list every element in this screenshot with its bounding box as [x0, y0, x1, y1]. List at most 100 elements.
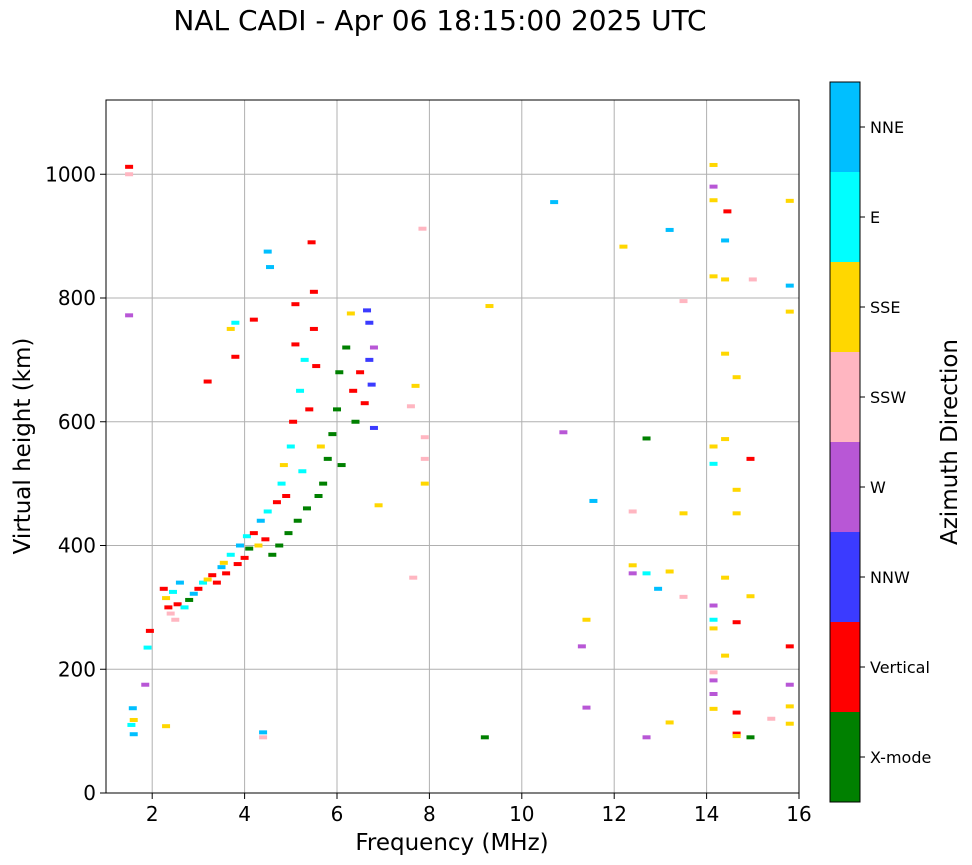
x-tick-label: 8 — [423, 802, 436, 826]
x-tick-label: 14 — [694, 802, 719, 826]
echo-point — [732, 487, 741, 492]
echo-point — [420, 456, 429, 461]
x-tick-label: 6 — [331, 802, 344, 826]
colorbar-tick-label: W — [870, 478, 886, 497]
echo-point — [589, 498, 598, 503]
echo-point — [226, 326, 235, 331]
echo-point — [709, 692, 718, 696]
echo-point — [231, 354, 240, 359]
colorbar-tick-label: NNE — [870, 118, 904, 137]
echo-point — [298, 469, 307, 474]
y-tick-label: 200 — [58, 657, 96, 681]
echo-point — [245, 546, 254, 551]
echo-point — [709, 184, 718, 189]
echo-point — [279, 463, 288, 468]
y-axis-label: Virtual height (km) — [10, 338, 36, 555]
echo-point — [164, 605, 173, 610]
echo-point — [259, 735, 268, 740]
echo-point — [319, 481, 328, 486]
echo-point — [406, 404, 415, 409]
echo-point — [168, 589, 177, 594]
x-tick-label: 4 — [238, 802, 251, 826]
echo-point — [219, 560, 228, 565]
echo-point — [628, 563, 637, 568]
echo-point — [291, 302, 300, 307]
echo-point — [485, 304, 494, 309]
echo-point — [305, 407, 314, 412]
echo-point — [275, 543, 284, 548]
echo-point — [746, 735, 755, 740]
echo-point — [420, 481, 429, 486]
plot-frame — [105, 99, 800, 794]
echo-point — [222, 571, 231, 576]
echo-point — [709, 198, 718, 203]
echo-point — [189, 591, 198, 596]
echo-point — [242, 534, 251, 539]
echo-point — [709, 444, 718, 449]
colorbar-segment — [830, 352, 860, 442]
echo-point — [226, 552, 235, 557]
echo-point — [296, 388, 305, 393]
echo-point — [143, 645, 152, 650]
x-tick-label: 2 — [146, 802, 159, 826]
colorbar-segment — [830, 442, 860, 532]
echo-point — [709, 274, 718, 279]
echo-point — [231, 320, 240, 325]
echo-point — [159, 586, 168, 591]
echo-point — [559, 430, 568, 435]
echo-point — [356, 370, 365, 375]
echo-point — [349, 388, 358, 393]
colorbar-segment — [830, 82, 860, 172]
echo-point — [679, 511, 688, 516]
x-axis-ticks: 2 4 6 8 10 12 14 16 — [146, 793, 812, 826]
echo-point — [746, 594, 755, 599]
echo-point — [337, 463, 346, 468]
colorbar-tick-label: Vertical — [870, 658, 930, 677]
echo-point — [619, 244, 628, 249]
echo-point — [307, 240, 316, 245]
echo-point — [654, 586, 663, 591]
echo-point — [721, 653, 730, 658]
echo-point — [249, 317, 258, 322]
echo-point — [125, 164, 134, 169]
x-tick-label: 16 — [786, 802, 811, 826]
echo-point — [721, 277, 730, 282]
echo-point — [286, 444, 295, 449]
y-tick-label: 800 — [58, 286, 96, 310]
echo-point — [333, 407, 341, 412]
echo-point — [259, 730, 268, 735]
echo-point — [369, 425, 378, 430]
echo-point — [709, 162, 718, 167]
echo-point — [642, 735, 651, 740]
echo-point — [721, 238, 730, 243]
echo-point — [125, 313, 134, 318]
echo-point — [145, 628, 154, 633]
echo-point — [409, 575, 418, 580]
echo-point — [748, 277, 757, 282]
echo-point — [709, 617, 718, 622]
echo-point — [263, 249, 272, 254]
grid-lines — [106, 100, 800, 794]
echo-point — [162, 724, 171, 729]
echo-point — [582, 705, 591, 710]
echo-point — [309, 326, 318, 331]
echo-point — [254, 543, 263, 548]
echo-point — [291, 342, 300, 347]
echo-point — [582, 617, 591, 622]
echo-point — [166, 611, 175, 616]
y-tick-label: 600 — [58, 410, 96, 434]
colorbar-tick-label: X-mode — [870, 748, 931, 767]
echo-point — [746, 456, 755, 461]
echo-point — [128, 706, 137, 711]
colorbar-segment — [830, 532, 860, 622]
colorbar-segment — [830, 712, 860, 802]
echo-point — [374, 503, 383, 508]
echo-point — [240, 555, 249, 560]
echo-point — [314, 494, 323, 498]
echo-point — [261, 537, 270, 542]
x-axis-label: Frequency (MHz) — [355, 830, 548, 856]
echo-point — [199, 580, 208, 585]
echo-point — [173, 602, 182, 607]
echo-point — [785, 283, 794, 288]
y-tick-label: 400 — [58, 534, 96, 558]
